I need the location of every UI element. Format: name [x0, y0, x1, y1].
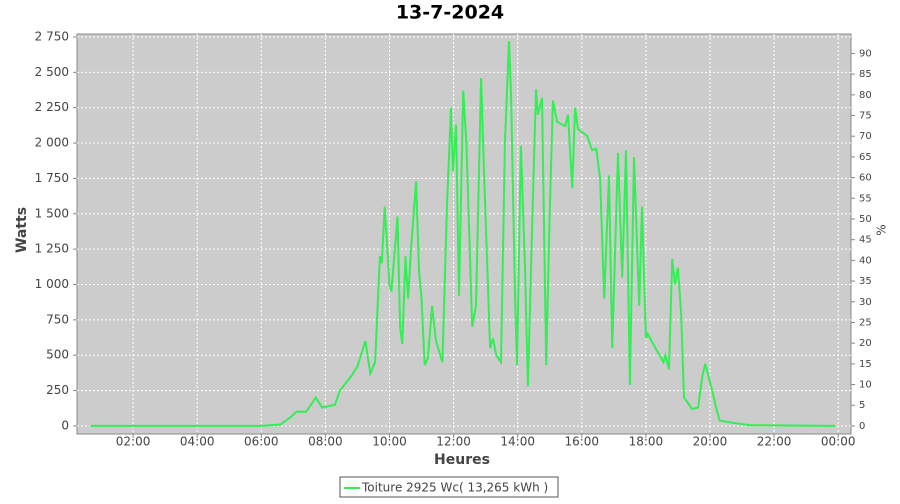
x-tick-label: 00:00 [821, 435, 856, 449]
y-tick-label: 0 [61, 418, 69, 432]
y2-tick-label: 30 [859, 297, 872, 308]
x-tick-label: 04:00 [180, 435, 215, 449]
y2-tick-label: 15 [859, 359, 872, 370]
x-tick-label: 10:00 [372, 435, 407, 449]
y2-tick-label: 90 [859, 48, 872, 59]
x-tick-label: 02:00 [116, 435, 151, 449]
legend-box [339, 476, 559, 498]
y2-axis-title: % [875, 224, 889, 235]
y2-tick-label: 65 [859, 152, 872, 163]
y2-tick-label: 35 [859, 276, 872, 287]
y-axis-title: Watts [14, 207, 30, 253]
y2-tick-label: 55 [859, 193, 872, 204]
y-tick-label: 1 750 [35, 171, 69, 185]
x-axis-title: Heures [434, 452, 490, 468]
legend-label: Toiture 2925 Wc( 13,265 kWh ) [361, 481, 548, 495]
y-tick-label: 2 500 [35, 65, 69, 79]
y-tick-label: 2 250 [35, 100, 69, 114]
x-tick-label: 18:00 [629, 435, 664, 449]
y2-tick-label: 80 [859, 90, 872, 101]
y2-tick-label: 20 [859, 338, 872, 349]
y-tick-label: 750 [46, 312, 69, 326]
y-tick-label: 1 000 [35, 277, 69, 291]
y2-tick-label: 0 [859, 421, 865, 432]
x-tick-label: 08:00 [308, 435, 343, 449]
y-tick-label: 2 750 [35, 29, 69, 43]
y2-tick-label: 60 [859, 173, 872, 184]
y2-tick-label: 40 [859, 255, 872, 266]
y2-tick-label: 45 [859, 235, 872, 246]
x-tick-label: 16:00 [564, 435, 599, 449]
y2-tick-label: 50 [859, 214, 872, 225]
y2-tick-label: 85 [859, 69, 872, 80]
x-tick-label: 12:00 [436, 435, 471, 449]
y2-tick-label: 5 [859, 400, 865, 411]
series-line [90, 41, 836, 427]
x-tick-label: 20:00 [693, 435, 728, 449]
y-tick-label: 1 250 [35, 242, 69, 256]
x-tick-label: 14:00 [500, 435, 535, 449]
y2-tick-label: 25 [859, 317, 872, 328]
y2-tick-label: 75 [859, 111, 872, 122]
y2-tick-label: 70 [859, 131, 872, 142]
y-tick-label: 500 [46, 348, 69, 362]
x-tick-label: 22:00 [757, 435, 792, 449]
x-tick-label: 06:00 [244, 435, 279, 449]
chart-title: 13-7-2024 [396, 2, 504, 24]
y-tick-label: 1 500 [35, 206, 69, 220]
y-tick-label: 250 [46, 383, 69, 397]
y-tick-label: 2 000 [35, 136, 69, 150]
y2-tick-label: 10 [859, 380, 872, 391]
